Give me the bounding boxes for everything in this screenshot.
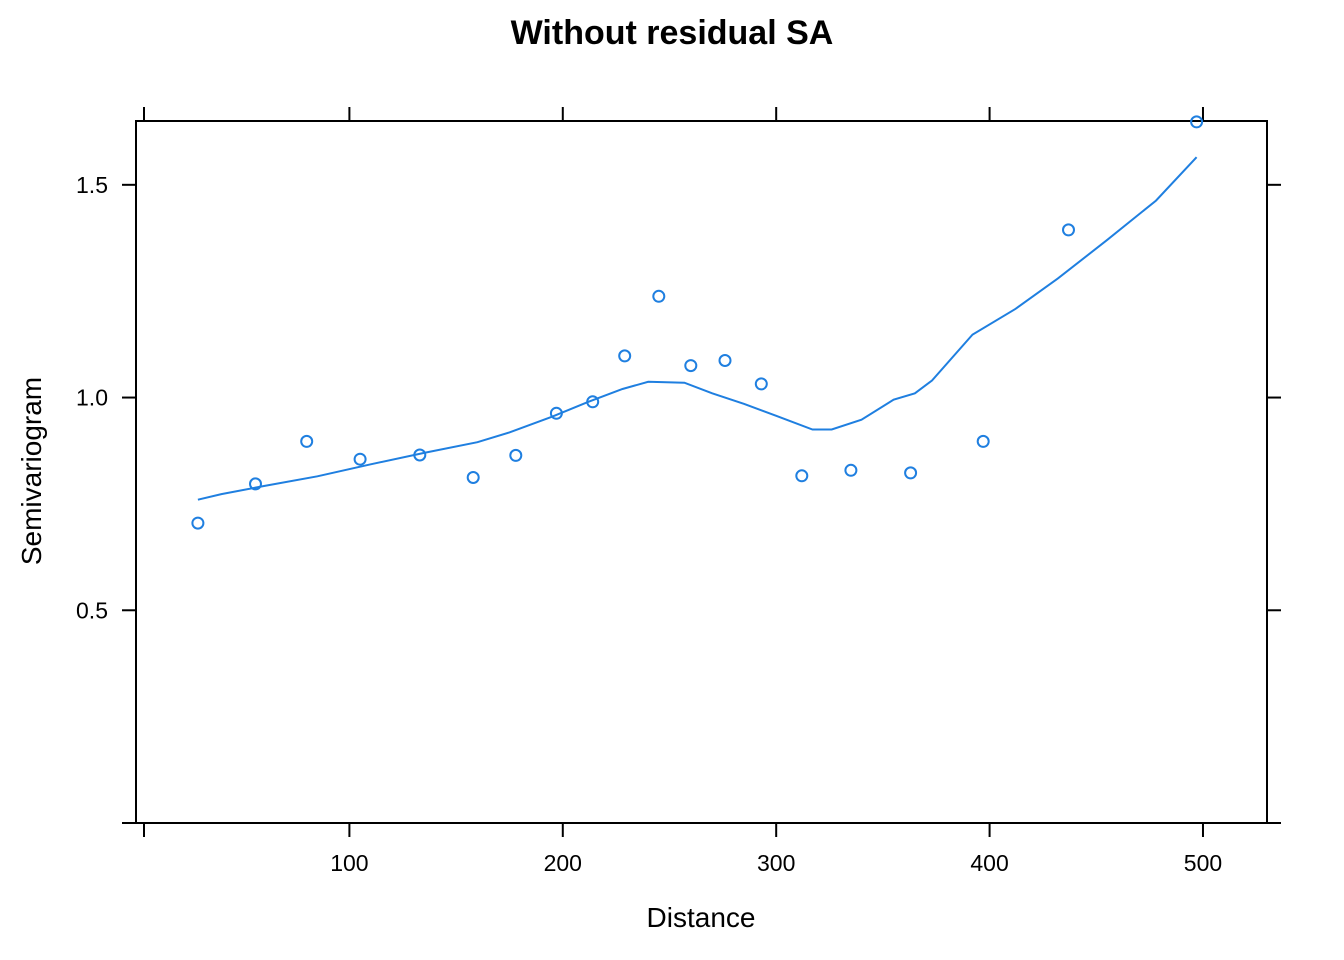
data-point [466, 471, 480, 484]
data-point [718, 354, 732, 367]
x-tick-label: 400 [970, 850, 1008, 876]
data-point [684, 359, 698, 373]
data-point [618, 349, 632, 363]
data-point [904, 466, 918, 480]
y-tick-label: 1.0 [76, 385, 108, 411]
data-point [795, 469, 809, 483]
data-point [191, 516, 205, 530]
data-point [549, 406, 563, 420]
chart-title: Without residual SA [511, 14, 834, 52]
data-point [353, 452, 367, 466]
y-tick-label: 0.5 [76, 597, 108, 623]
data-point [1190, 115, 1204, 129]
data-point [300, 434, 314, 448]
data-point [652, 289, 666, 303]
data-point [754, 377, 768, 391]
data-point [976, 434, 990, 448]
x-tick-label: 200 [544, 850, 582, 876]
x-tick-label: 100 [330, 850, 368, 876]
x-axis-label: Distance [647, 902, 756, 933]
plot-frame [135, 120, 1268, 824]
y-axis-label: Semivariogram [16, 377, 47, 565]
data-point [413, 448, 427, 462]
y-tick-label: 1.5 [76, 172, 108, 198]
data-point [509, 448, 523, 462]
smooth-line [197, 156, 1198, 501]
data-points [191, 115, 1204, 530]
axis-ticks [122, 107, 1281, 837]
data-point [586, 395, 600, 409]
data-point [844, 463, 858, 477]
data-point [1062, 223, 1075, 237]
x-tick-label: 500 [1184, 850, 1222, 876]
axis-tick-labels: 100 200 300 400 500 0.5 1.0 1.5 [76, 172, 1222, 876]
data-point [249, 477, 262, 491]
x-tick-label: 300 [757, 850, 795, 876]
